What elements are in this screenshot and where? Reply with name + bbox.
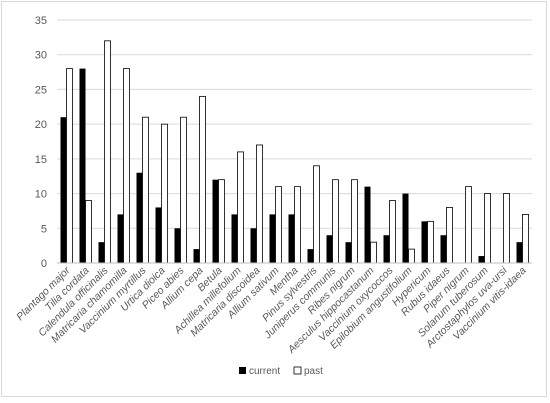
bar-past — [332, 179, 339, 264]
bar-past — [142, 116, 149, 264]
bar-current — [440, 235, 447, 263]
bar-current — [269, 214, 276, 263]
bar-current — [193, 249, 200, 263]
bar-current — [250, 228, 257, 263]
bar-past — [408, 248, 415, 264]
y-tick-label: 10 — [35, 189, 47, 201]
legend-label-current: current — [249, 366, 280, 377]
bar-past — [389, 200, 396, 264]
bar-past — [370, 241, 377, 264]
bar-past — [85, 200, 92, 264]
bar-current — [288, 214, 295, 263]
bar-current — [174, 228, 181, 263]
bar-current — [136, 172, 143, 263]
bar-current — [155, 207, 162, 263]
bar-current — [345, 242, 352, 263]
bar-past — [427, 220, 434, 264]
bar-past — [313, 165, 320, 264]
y-axis-ticks: 0 5 10 15 20 25 30 35 — [35, 15, 47, 270]
bar-past — [218, 179, 225, 264]
bar-current — [402, 193, 409, 263]
y-tick-label: 15 — [35, 154, 47, 166]
bar-past — [66, 68, 73, 264]
chart-frame: 0 5 10 15 20 25 30 35 Plantago major Tilia corda… — [1, 1, 547, 397]
legend-swatch-current — [239, 367, 246, 374]
gridlines — [57, 19, 532, 229]
y-tick-label: 35 — [35, 15, 47, 27]
bar-past — [161, 123, 168, 264]
bar-current — [421, 221, 428, 263]
bar-past — [237, 151, 244, 264]
bar-current — [117, 214, 124, 263]
bar-current — [326, 235, 333, 263]
bar-past — [123, 68, 130, 264]
bar-current — [98, 242, 105, 263]
bar-current — [383, 235, 390, 263]
bar-past — [104, 40, 111, 264]
y-tick-label: 25 — [35, 84, 47, 96]
bar-past — [484, 193, 491, 264]
bar-current — [212, 179, 219, 263]
y-tick-label: 5 — [41, 223, 47, 235]
y-tick-label: 0 — [41, 258, 47, 270]
bar-past — [351, 179, 358, 264]
bar-past — [256, 144, 263, 264]
bar-current — [516, 242, 523, 263]
bar-past — [275, 186, 282, 264]
bar-past — [465, 186, 472, 264]
bar-past — [446, 207, 453, 264]
bar-current — [307, 249, 314, 263]
legend-label-past: past — [304, 366, 323, 377]
y-tick-label: 30 — [35, 50, 47, 62]
legend-swatch-past — [293, 366, 302, 375]
bar-past — [180, 116, 187, 264]
bar-current — [79, 68, 86, 263]
bar-current — [231, 214, 238, 263]
bar-past — [294, 186, 301, 264]
bar-past — [503, 193, 510, 264]
bar-past — [199, 95, 206, 264]
bar-current — [364, 186, 371, 263]
bars — [60, 40, 529, 264]
y-tick-label: 20 — [35, 119, 47, 131]
bar-past — [522, 213, 529, 264]
bar-current — [478, 256, 485, 263]
legend: current past — [239, 366, 323, 377]
bar-current — [60, 117, 67, 263]
